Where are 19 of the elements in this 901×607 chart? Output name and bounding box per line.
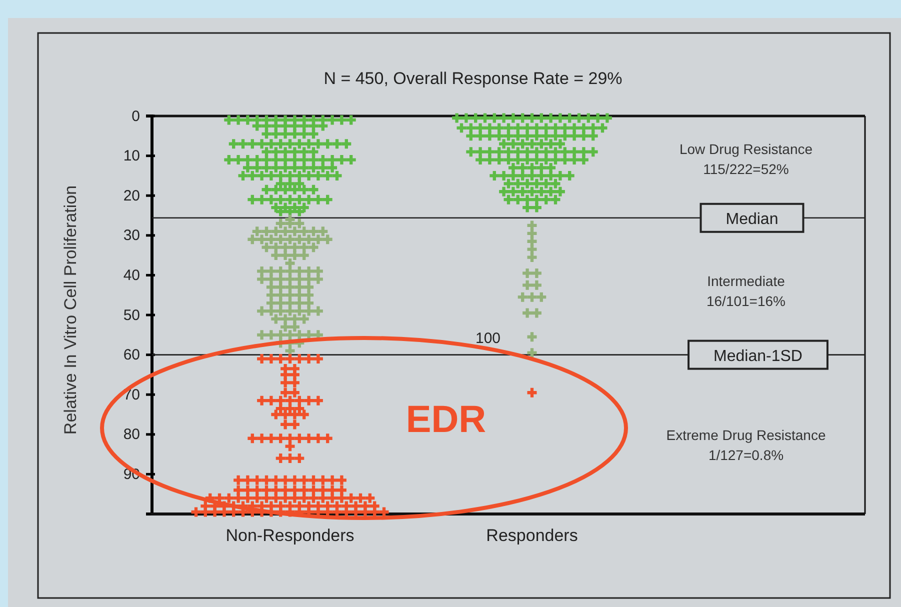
- y-tick-label: 80: [123, 426, 140, 444]
- y-tick-label: 40: [123, 267, 140, 284]
- x-tick-label: Responders: [486, 526, 578, 545]
- annotation: 100: [475, 330, 501, 347]
- x-tick-label: Non-Responders: [226, 526, 354, 545]
- y-tick-label: 50: [123, 306, 140, 324]
- y-tick-label: 60: [123, 346, 140, 364]
- chart-title: N = 450, Overall Response Rate = 29%: [324, 69, 622, 88]
- ref-line-label: Median-1SD: [714, 348, 802, 365]
- annotation: EDR: [406, 399, 486, 441]
- text: Extreme Drug Resistance 1/127=0.8%: [666, 427, 826, 463]
- text: Low Drug Resistance 115/222=52%: [679, 141, 813, 177]
- y-tick-label: 20: [123, 187, 140, 204]
- y-tick-label: 10: [123, 148, 140, 165]
- y-axis-title: Relative In Vitro Cell Proliferation: [61, 185, 80, 435]
- ref-line-label: Median: [726, 210, 778, 228]
- y-tick-label: 0: [132, 108, 140, 125]
- y-tick-label: 30: [123, 227, 140, 244]
- text: Intermediate 16/101=16%: [706, 273, 786, 309]
